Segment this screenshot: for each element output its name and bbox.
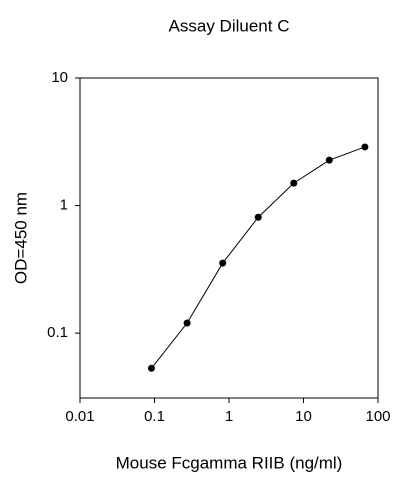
x-axis-label: Mouse Fcgamma RIIB (ng/ml): [116, 453, 343, 472]
y-tick-label: 10: [51, 69, 68, 86]
x-tick-label: 100: [365, 408, 390, 425]
y-axis-label: OD=450 nm: [11, 192, 30, 284]
data-point: [325, 156, 333, 164]
series-line: [151, 146, 366, 369]
data-point: [254, 213, 262, 221]
x-tick-label: 0.01: [65, 408, 94, 425]
y-tick-label: 1: [60, 197, 68, 214]
y-tick-label: 0.1: [47, 324, 68, 341]
data-point: [361, 143, 369, 151]
data-point: [290, 179, 298, 187]
chart-title: Assay Diluent C: [169, 16, 290, 35]
x-tick-label: 1: [225, 408, 233, 425]
x-tick-label: 10: [295, 408, 312, 425]
data-point: [219, 259, 227, 267]
data-point: [147, 364, 155, 372]
data-point: [183, 319, 191, 327]
x-tick-label: 0.1: [144, 408, 165, 425]
plot-frame: [79, 77, 379, 399]
